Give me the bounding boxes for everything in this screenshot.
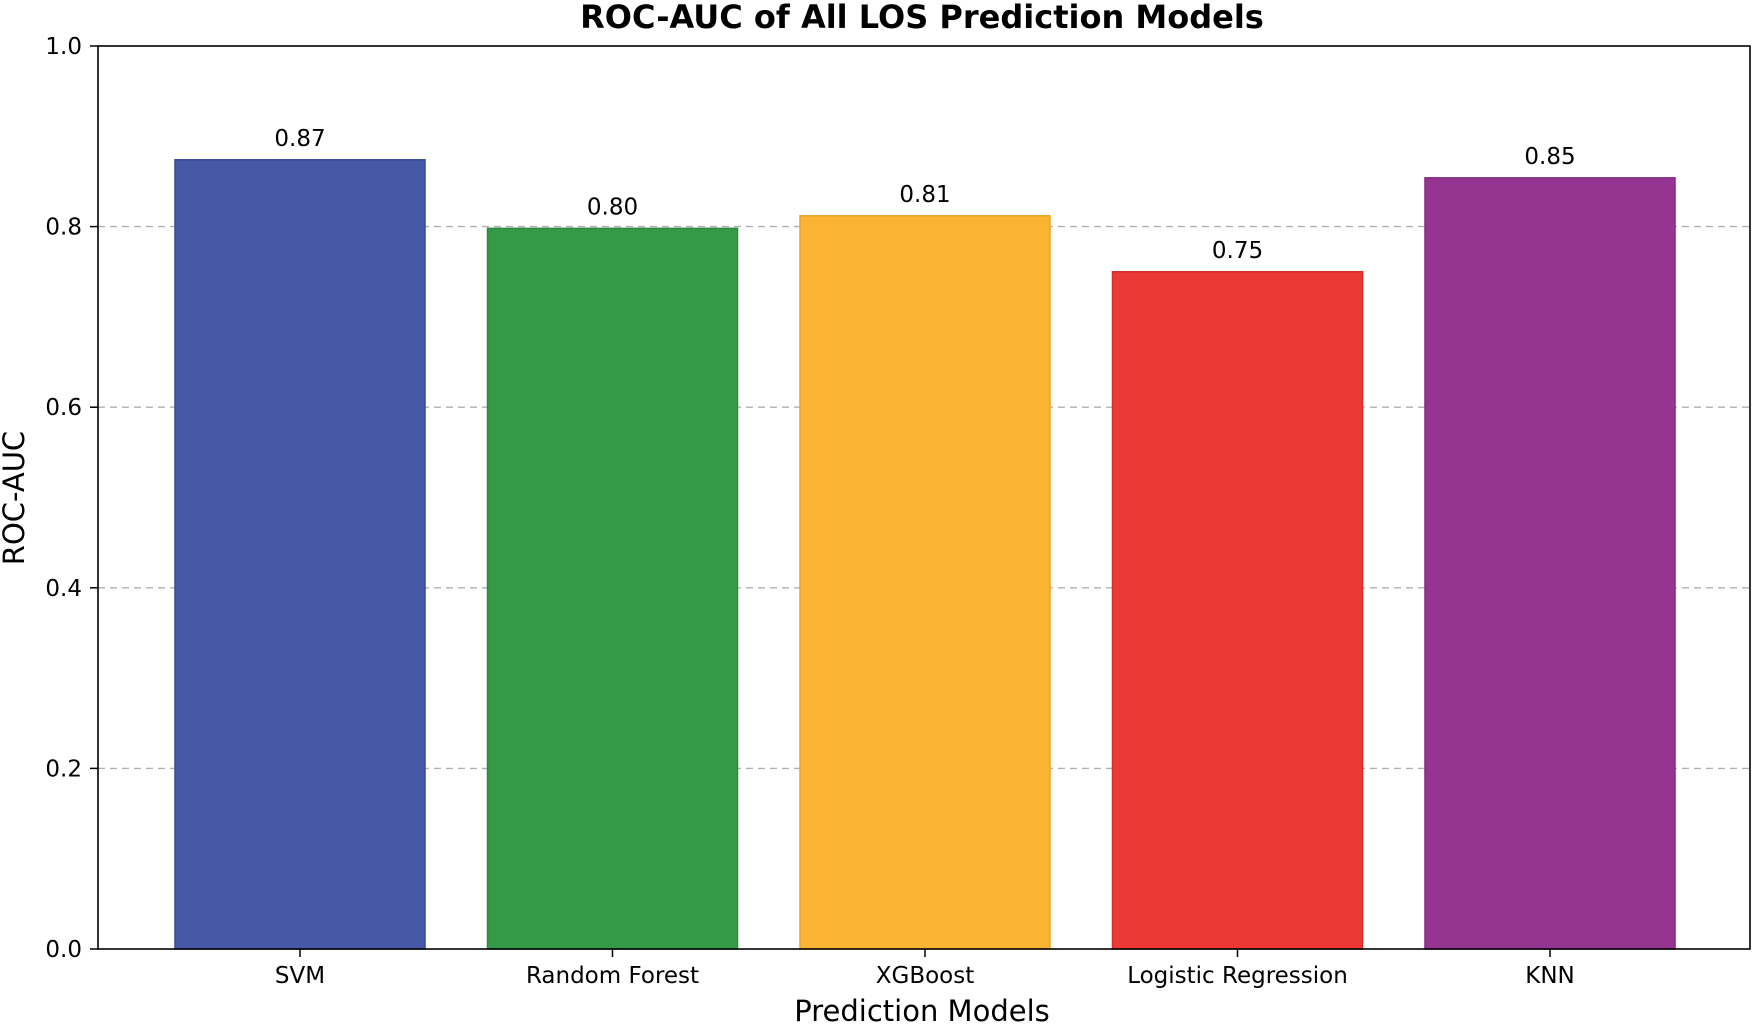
bar-value-label: 0.75 (1212, 238, 1263, 264)
y-tick-label: 0.4 (45, 576, 82, 602)
y-tick-label: 1.0 (45, 34, 82, 60)
data-labels: 0.87 0.80 0.81 0.75 0.85 (274, 126, 1575, 264)
x-axis-label: Prediction Models (794, 994, 1049, 1027)
bar-value-label: 0.85 (1524, 144, 1575, 170)
y-tick-label: 0.8 (45, 215, 82, 241)
y-axis-label: ROC-AUC (0, 431, 31, 565)
y-tick-label: 0.2 (45, 756, 82, 782)
y-tick-label: 0.6 (45, 395, 82, 421)
bar-svm (174, 159, 426, 950)
bar-xgboost (799, 215, 1051, 950)
x-axis-ticks: SVM Random Forest XGBoost Logistic Regressi… (275, 949, 1575, 989)
chart-title: ROC-AUC of All LOS Prediction Models (580, 0, 1264, 36)
y-tick-label: 0.0 (45, 937, 82, 963)
bar-knn (1424, 177, 1676, 950)
bar-random-forest (486, 227, 739, 950)
x-tick-label: Random Forest (526, 963, 699, 989)
bars (174, 159, 1676, 950)
plot-area-frame (97, 45, 1751, 950)
y-axis-ticks: 0.0 0.2 0.4 0.6 0.8 1.0 (45, 34, 98, 963)
bar-value-label: 0.81 (899, 182, 950, 208)
bar-logistic-regression (1111, 271, 1364, 950)
x-tick-label: SVM (275, 963, 325, 989)
x-tick-label: Logistic Regression (1127, 963, 1348, 989)
bar-value-label: 0.87 (274, 126, 325, 152)
x-tick-label: XGBoost (876, 963, 975, 989)
x-tick-label: KNN (1525, 963, 1575, 989)
bar-value-label: 0.80 (587, 194, 638, 220)
